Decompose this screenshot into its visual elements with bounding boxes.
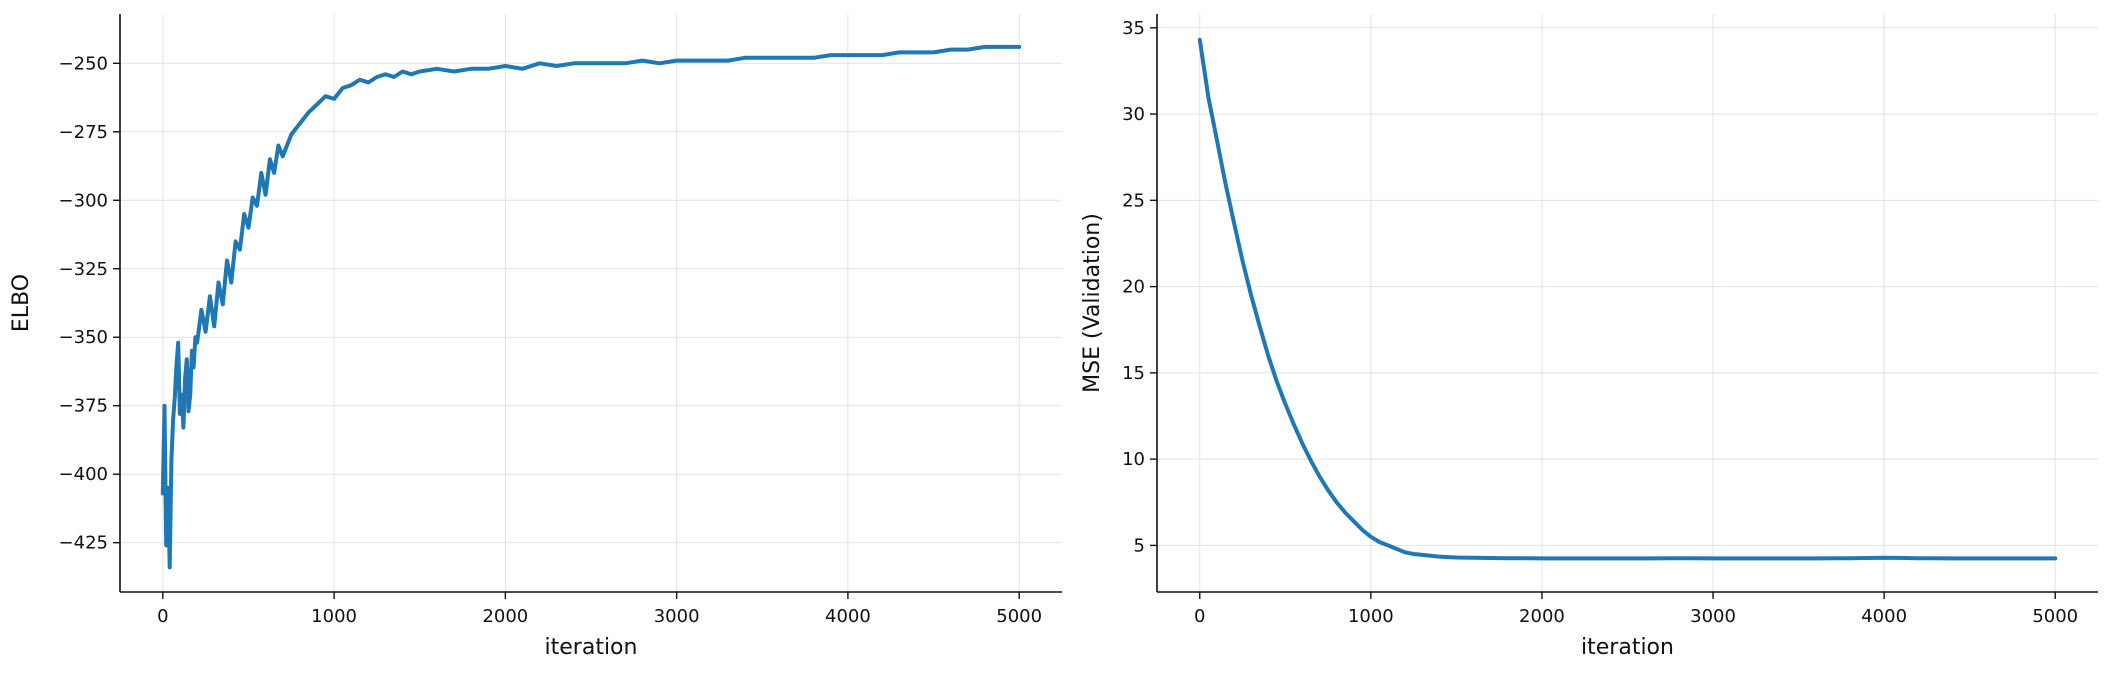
- y-tick-label: 15: [1122, 363, 1145, 384]
- x-axis-label: iteration: [1581, 635, 1674, 660]
- x-tick-label: 5000: [2032, 606, 2078, 627]
- y-tick-label: 10: [1122, 449, 1145, 470]
- x-tick-label: 0: [157, 606, 168, 627]
- y-tick-label: −425: [59, 533, 108, 554]
- x-tick-label: 1000: [1348, 606, 1394, 627]
- y-tick-label: 25: [1122, 190, 1145, 211]
- x-tick-label: 5000: [996, 606, 1042, 627]
- x-tick-label: 4000: [1861, 606, 1907, 627]
- x-tick-label: 2000: [482, 606, 528, 627]
- y-tick-label: −300: [59, 190, 108, 211]
- y-tick-label: −250: [59, 53, 108, 74]
- series-line: [160, 44, 1022, 570]
- elbo-chart: 0 1000 2000 3000 4000 5000 −425 −400 −375 −350 −32…: [9, 14, 1062, 660]
- x-tick-label: 1000: [311, 606, 357, 627]
- mse-chart: 0 1000 2000 3000 4000 5000 5 10 15 20 25 30 35 iterat…: [1080, 14, 2098, 660]
- y-tick-label: 35: [1122, 18, 1145, 39]
- y-tick-label: −350: [59, 327, 108, 348]
- y-tick-label: −400: [59, 464, 108, 485]
- y-tick-label: 5: [1134, 535, 1145, 556]
- x-axis-label: iteration: [545, 635, 638, 660]
- x-tick-label: 3000: [654, 606, 700, 627]
- y-tick-label: −325: [59, 259, 108, 280]
- y-axis-label: ELBO: [9, 274, 34, 332]
- y-tick-label: 20: [1122, 277, 1145, 298]
- y-tick-label: 30: [1122, 104, 1145, 125]
- y-tick-label: −275: [59, 122, 108, 143]
- x-tick-label: 0: [1194, 606, 1205, 627]
- series-line: [1197, 37, 2058, 561]
- x-tick-label: 3000: [1690, 606, 1736, 627]
- x-tick-label: 4000: [825, 606, 871, 627]
- y-tick-label: −375: [59, 396, 108, 417]
- y-axis-label: MSE (Validation): [1080, 213, 1105, 393]
- x-tick-label: 2000: [1519, 606, 1565, 627]
